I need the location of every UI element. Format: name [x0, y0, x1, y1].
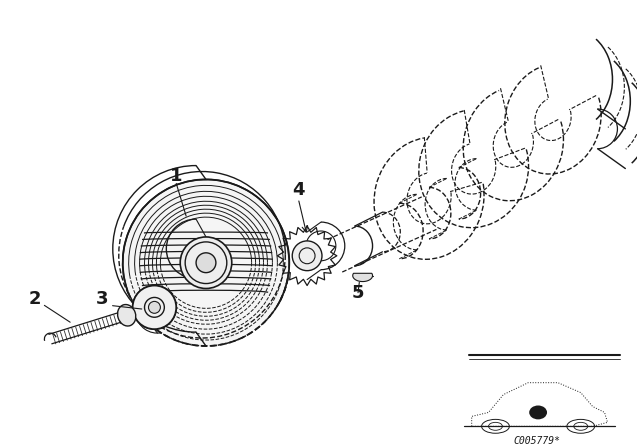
Text: 5: 5: [351, 284, 364, 302]
Text: C005779*: C005779*: [514, 436, 561, 446]
Polygon shape: [353, 273, 372, 281]
Ellipse shape: [118, 305, 136, 326]
Text: 4: 4: [292, 181, 305, 199]
Ellipse shape: [148, 302, 161, 313]
Ellipse shape: [132, 285, 176, 329]
Ellipse shape: [123, 180, 289, 346]
Ellipse shape: [529, 405, 547, 419]
Text: 1: 1: [170, 168, 182, 185]
Text: 2: 2: [28, 290, 41, 308]
Ellipse shape: [180, 237, 232, 289]
Ellipse shape: [196, 253, 216, 273]
Ellipse shape: [292, 241, 322, 271]
Text: 3: 3: [95, 290, 108, 308]
